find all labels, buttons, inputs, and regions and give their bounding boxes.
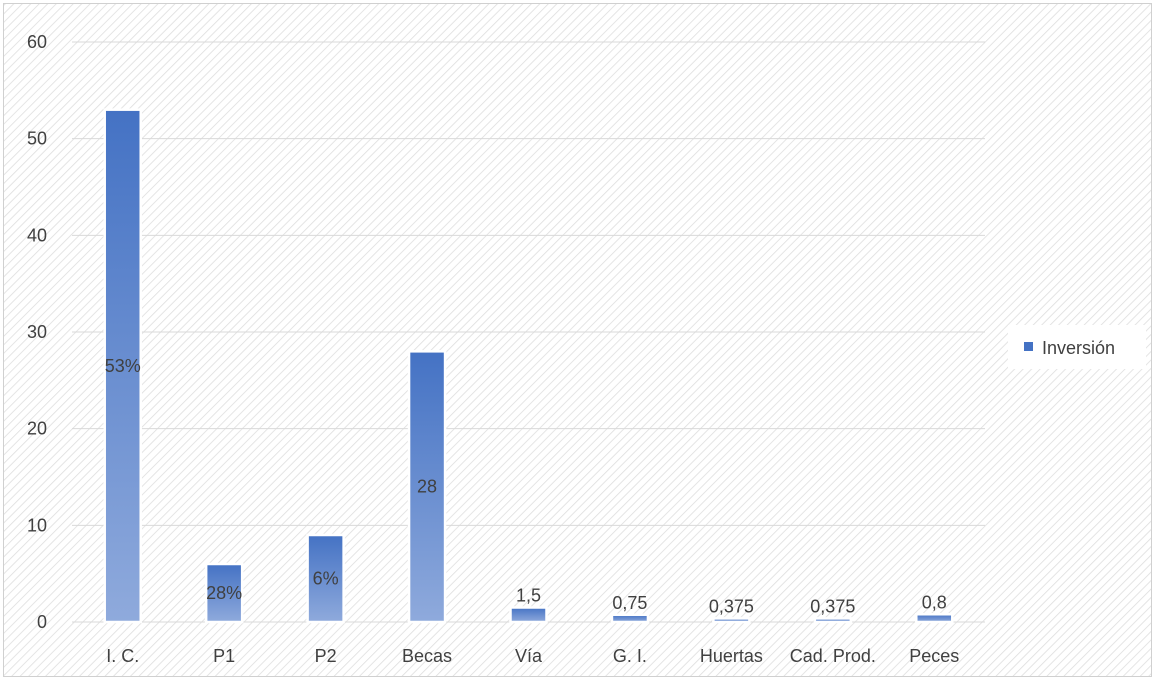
x-tick-label: G. I.	[613, 646, 647, 666]
y-axis-ticks: 0 10 20 30 40 50 60	[27, 32, 47, 632]
y-tick-label: 40	[27, 225, 47, 245]
bar	[407, 350, 447, 624]
bar	[813, 617, 853, 624]
data-label: 0,375	[709, 596, 754, 616]
bars	[103, 108, 954, 624]
bar	[103, 108, 142, 624]
bar	[509, 606, 548, 624]
y-tick-label: 20	[27, 419, 47, 439]
data-label: 6%	[313, 569, 339, 589]
x-tick-label: Peces	[909, 646, 959, 666]
x-tick-label: Cad. Prod.	[790, 646, 876, 666]
bar	[610, 613, 650, 624]
chart-background	[4, 4, 1151, 676]
data-label: 0,75	[612, 593, 647, 613]
data-label: 28%	[206, 583, 242, 603]
y-tick-label: 30	[27, 322, 47, 342]
chart-frame	[3, 3, 1152, 677]
x-tick-label: P1	[213, 646, 235, 666]
data-label: 0,375	[810, 596, 855, 616]
bar	[712, 617, 751, 624]
data-labels: 53% 28% 6% 28 1,5 0,75 0,375 0,375 0,8	[105, 356, 947, 617]
legend-label: Inversión	[1042, 338, 1115, 358]
x-tick-label: Huertas	[700, 646, 763, 666]
x-tick-label: Vía	[515, 646, 543, 666]
data-label: 1,5	[516, 586, 541, 606]
y-tick-label: 50	[27, 129, 47, 149]
y-tick-label: 0	[37, 612, 47, 632]
x-axis-ticks: I. C. P1 P2 Becas Vía G. I. Huertas Cad. Prod. P…	[106, 646, 959, 666]
data-label: 53%	[105, 356, 141, 376]
bar	[204, 562, 244, 624]
bar	[915, 613, 954, 624]
x-tick-label: Becas	[402, 646, 452, 666]
legend-swatch	[1024, 342, 1033, 351]
data-label: 28	[417, 477, 437, 497]
legend: Inversión	[1008, 325, 1146, 369]
x-tick-label: I. C.	[106, 646, 139, 666]
y-tick-label: 10	[27, 515, 47, 535]
y-tick-label: 60	[27, 32, 47, 52]
x-tick-label: P2	[315, 646, 337, 666]
data-label: 0,8	[922, 592, 947, 612]
bar	[306, 533, 345, 624]
